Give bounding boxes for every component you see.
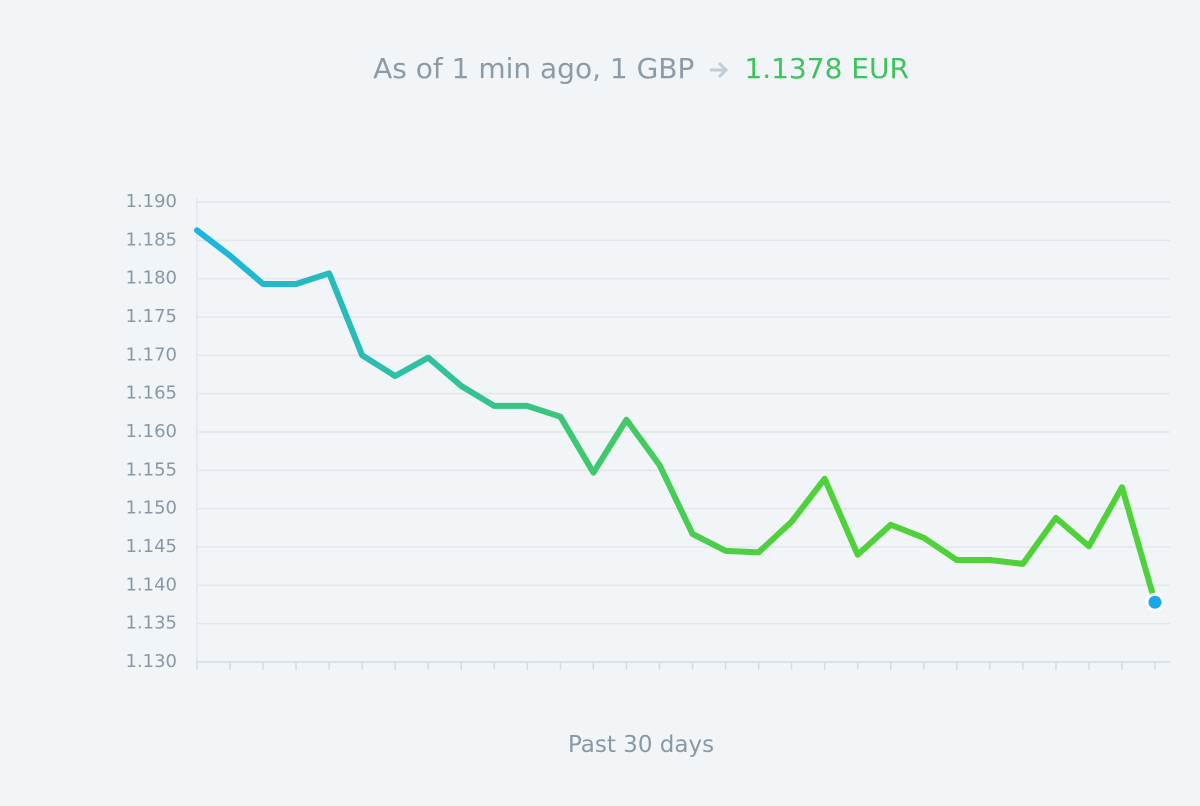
y-tick-label: 1.145: [125, 536, 177, 557]
y-tick-label: 1.180: [125, 268, 177, 289]
y-tick-label: 1.165: [125, 383, 177, 404]
y-tick-label: 1.150: [125, 498, 177, 519]
y-tick-label: 1.160: [125, 421, 177, 442]
y-tick-label: 1.155: [125, 459, 177, 480]
y-tick-label: 1.190: [125, 191, 177, 212]
y-tick-label: 1.170: [125, 344, 177, 365]
arrow-icon: [708, 54, 730, 87]
header: As of 1 min ago, 1 GBP 1.1378 EUR: [0, 52, 1200, 87]
y-tick-label: 1.140: [125, 574, 177, 595]
y-tick-label: 1.175: [125, 306, 177, 327]
header-rate: 1.1378 EUR: [744, 52, 909, 85]
x-axis-label: Past 30 days: [568, 732, 714, 758]
y-tick-label: 1.185: [125, 229, 177, 250]
y-tick-label: 1.135: [125, 613, 177, 634]
y-tick-label: 1.130: [125, 651, 177, 672]
current-point: [1145, 592, 1165, 612]
rate-line: [194, 227, 1158, 606]
header-prefix: As of 1 min ago, 1 GBP: [373, 52, 695, 85]
